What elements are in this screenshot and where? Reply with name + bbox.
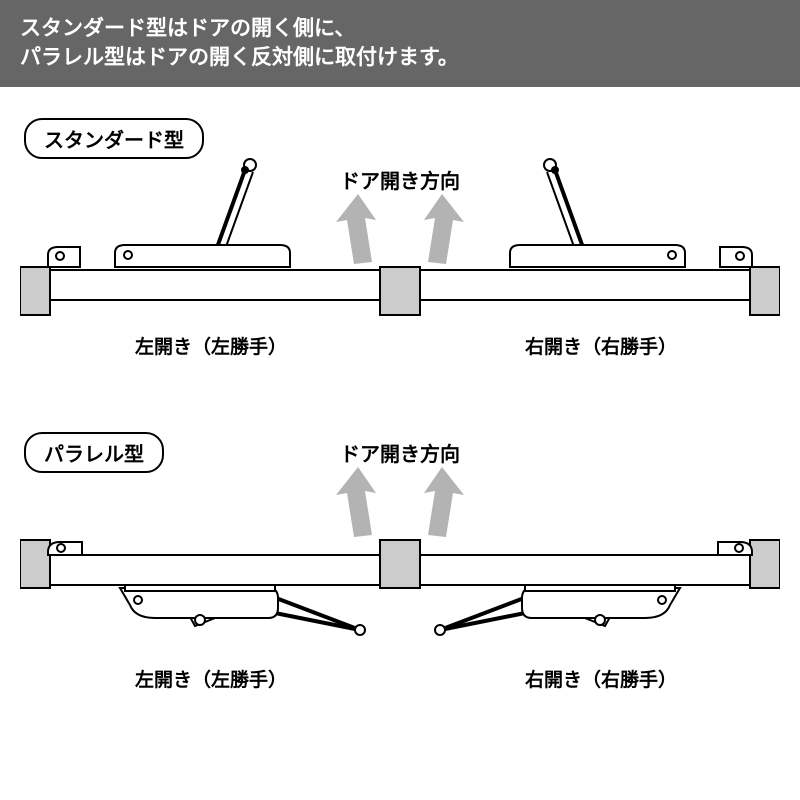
parallel-type-label: パラレル型 — [24, 432, 164, 473]
header-banner: スタンダード型はドアの開く側に、 パラレル型はドアの開く反対側に取付けます。 — [0, 0, 800, 87]
header-line-2: パラレル型はドアの開く反対側に取付けます。 — [20, 43, 780, 72]
right-open-label-2: 右開き（右勝手） — [525, 665, 677, 692]
left-open-label-2: 左開き（左勝手） — [135, 665, 287, 692]
header-line-1: スタンダード型はドアの開く側に、 — [20, 14, 780, 43]
standard-diagram — [20, 155, 780, 345]
left-open-label-1: 左開き（左勝手） — [135, 332, 287, 359]
standard-type-label: スタンダード型 — [24, 118, 204, 159]
right-open-label-1: 右開き（右勝手） — [525, 332, 677, 359]
direction-label-2: ドア開き方向 — [300, 438, 500, 467]
